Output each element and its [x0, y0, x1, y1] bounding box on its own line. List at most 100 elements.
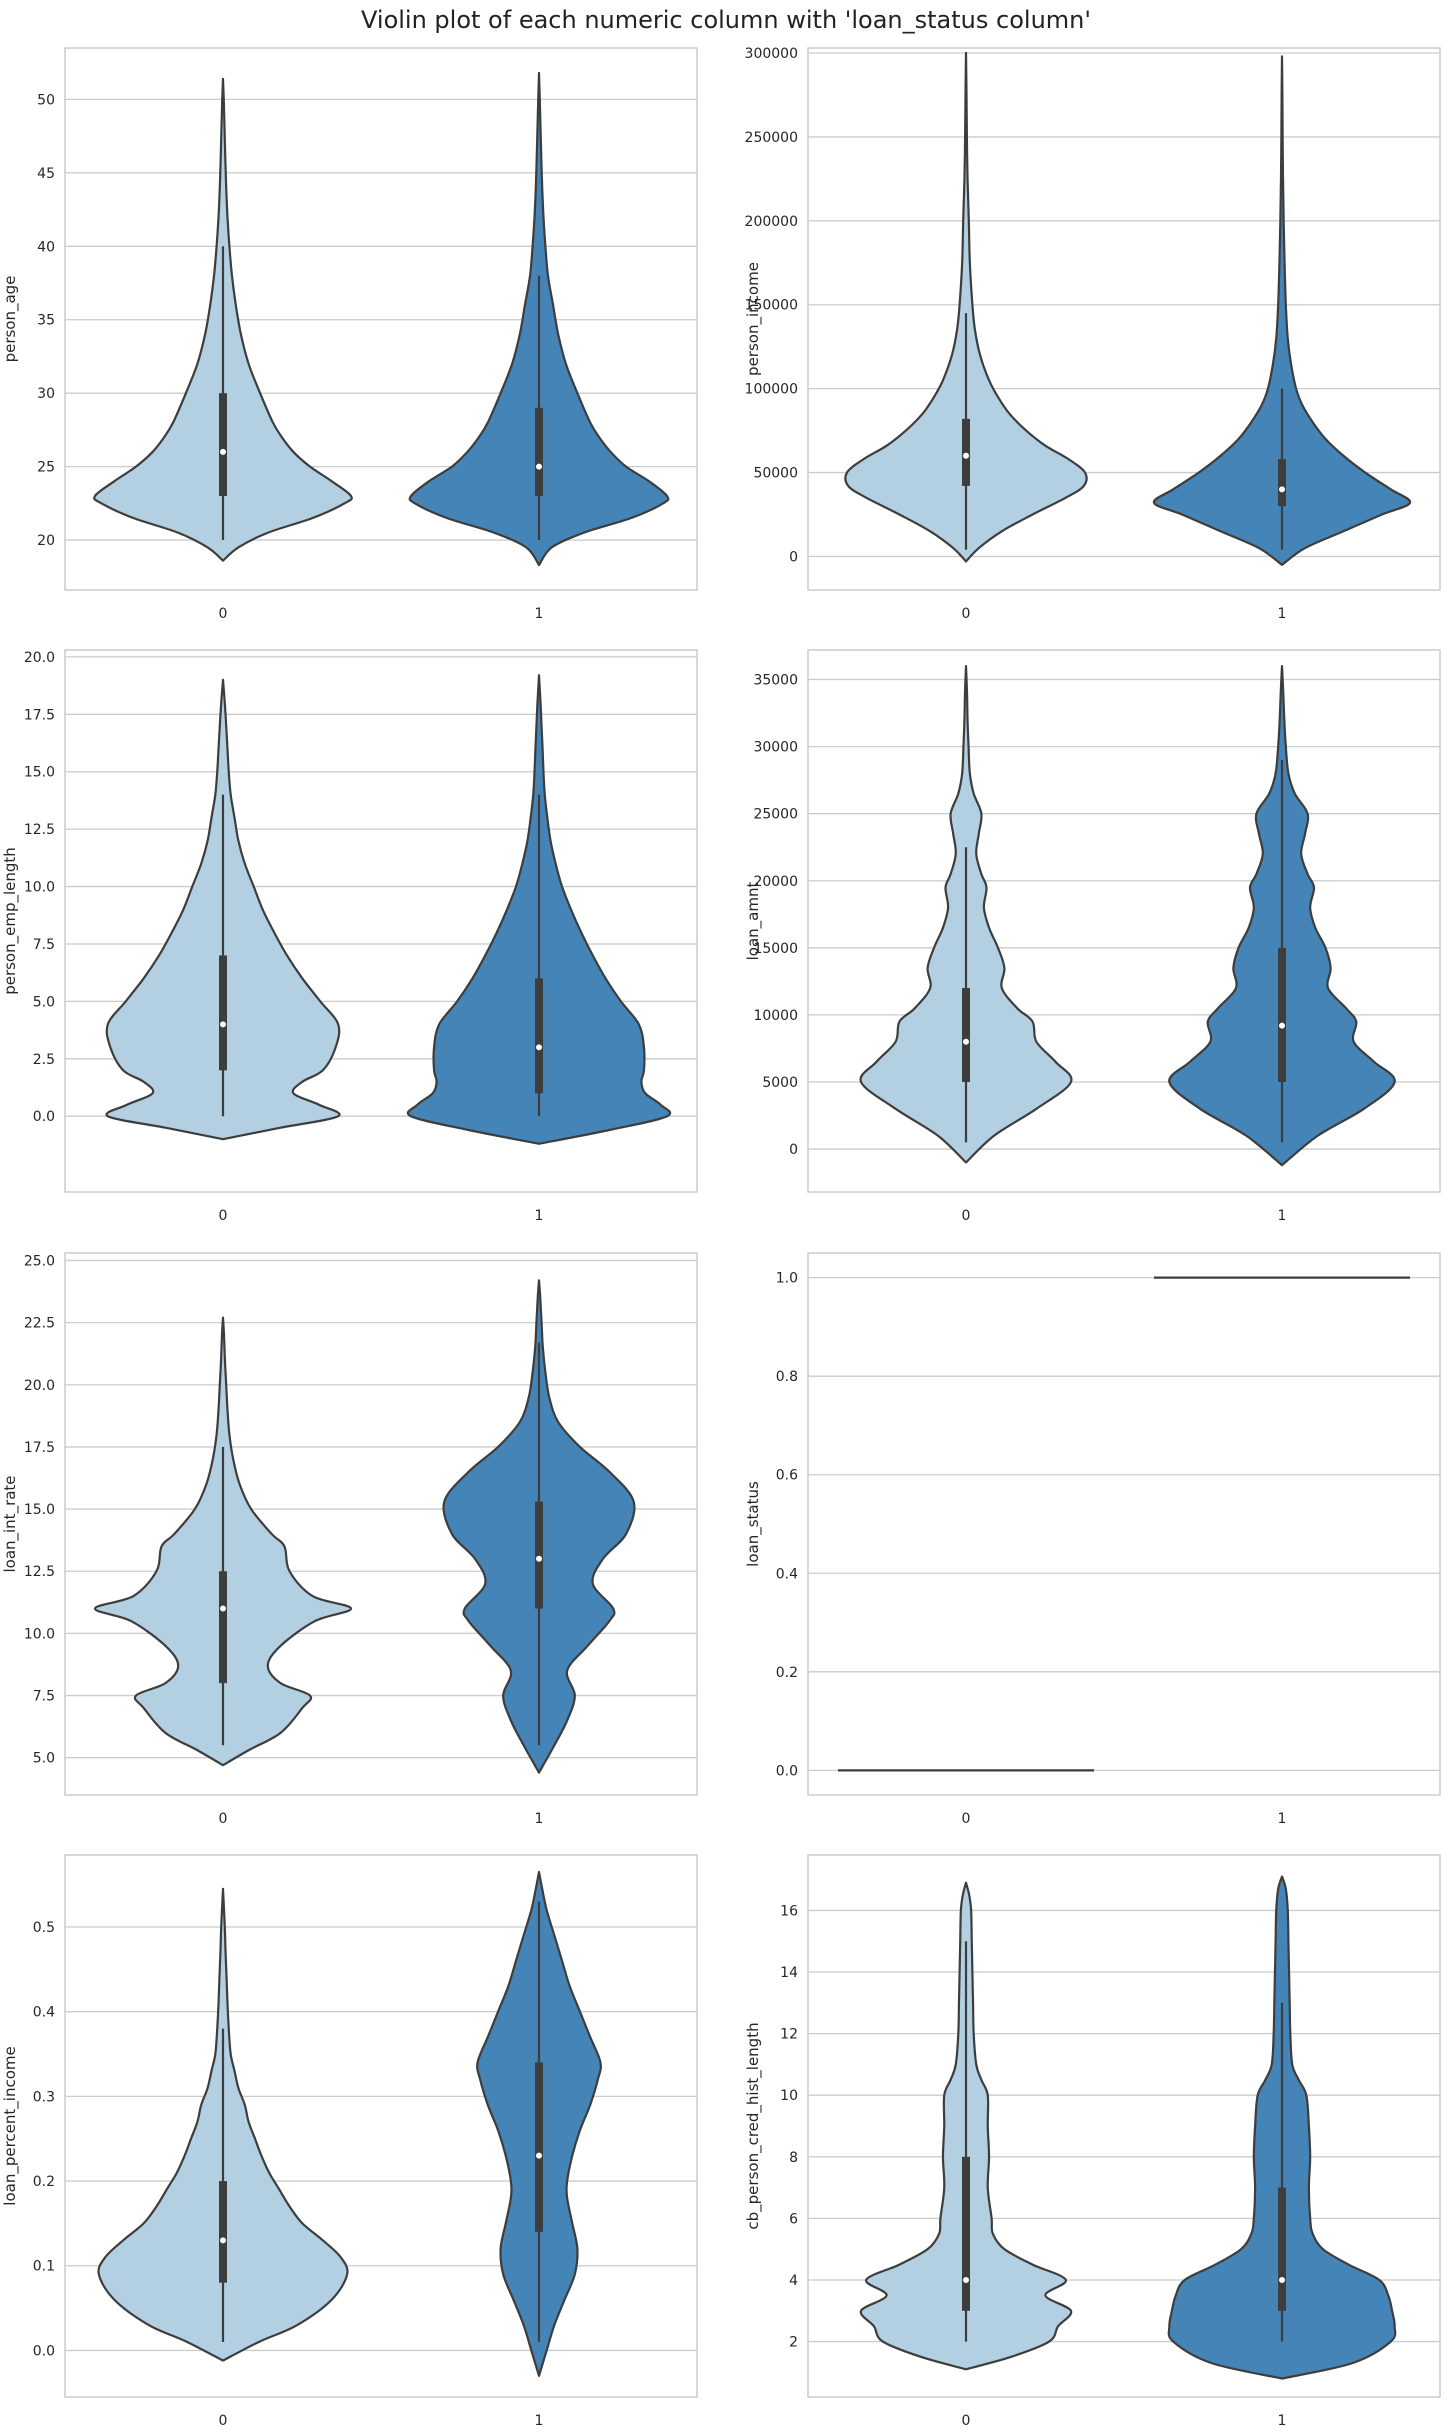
- x-tick-label: 0: [219, 1811, 228, 1827]
- y-tick-label: 0.6: [776, 1468, 798, 1484]
- y-tick-label: 0.4: [33, 2005, 55, 2021]
- y-tick-label: 12.5: [24, 822, 55, 838]
- x-tick-label: 0: [962, 1811, 971, 1827]
- y-tick-label: 20.0: [24, 1378, 55, 1394]
- axes-frame: [64, 649, 698, 1193]
- violin-median-1: [1279, 486, 1285, 493]
- y-tick-label: 0.2: [776, 1665, 798, 1681]
- y-tick-label: 40: [37, 239, 55, 255]
- violin-panel-cb-person-cred-hist-length: 2 4 6 8 10 12 14 16 0 1 cb_person_cred_hist_length: [744, 1854, 1441, 2429]
- y-tick-label: 0.0: [33, 1109, 55, 1125]
- y-tick-label: 4: [789, 2273, 798, 2289]
- y-tick-label: 17.5: [24, 1440, 55, 1456]
- y-tick-label: 35000: [753, 673, 798, 689]
- y-tick-label: 25.0: [24, 1253, 55, 1269]
- y-tick-label: 5.0: [33, 994, 55, 1010]
- x-tick-label: 0: [219, 2413, 228, 2429]
- y-tick-label: 0: [789, 549, 798, 565]
- violin-iqr-box-1: [535, 407, 543, 496]
- violin-iqr-box-1: [1278, 2187, 1286, 2311]
- violin-panel-loan-int-rate: 5.0 7.5 10.0 12.5 15.0 17.5 20.0 22.5 25.0 0 1 loan…: [1, 1252, 698, 1827]
- violin-panel-person-income: 0 50000 100000 150000 200000 250000 300000 0 1 pe…: [744, 46, 1441, 622]
- y-tick-label: 30: [37, 386, 55, 402]
- y-tick-label: 100000: [745, 382, 798, 398]
- violin-iqr-box-1: [535, 2062, 543, 2232]
- x-tick-label: 0: [219, 606, 228, 622]
- y-tick-label: 12: [780, 2027, 798, 2043]
- x-tick-label: 1: [535, 1811, 544, 1827]
- y-axis-label: loan_amnt: [744, 882, 763, 961]
- figure-title: Violin plot of each numeric column with …: [361, 6, 1091, 34]
- y-tick-label: 7.5: [33, 937, 55, 953]
- x-tick-label: 0: [219, 1208, 228, 1224]
- violin-median-1: [1279, 1022, 1285, 1029]
- y-tick-label: 300000: [745, 46, 798, 62]
- violin-median-0: [963, 452, 969, 459]
- violin-median-1: [1279, 2276, 1285, 2283]
- y-tick-label: 5000: [762, 1075, 798, 1091]
- axes-frame: [807, 649, 1441, 1193]
- y-tick-label: 0.2: [33, 2174, 55, 2190]
- violin-iqr-box-1: [535, 978, 543, 1094]
- y-tick-label: 10.0: [24, 880, 55, 896]
- y-tick-label: 1.0: [776, 1271, 798, 1287]
- y-tick-label: 0.5: [33, 1920, 55, 1936]
- y-axis-label: loan_int_rate: [1, 1475, 20, 1572]
- y-axis-label: person_emp_length: [1, 847, 20, 995]
- x-tick-label: 0: [962, 606, 971, 622]
- axes-frame: [807, 1252, 1441, 1796]
- y-tick-label: 0.0: [776, 1763, 798, 1779]
- x-tick-label: 1: [535, 1208, 544, 1224]
- y-tick-label: 6: [789, 2211, 798, 2227]
- axes-frame: [807, 47, 1441, 591]
- violin-iqr-box-0: [962, 2156, 970, 2311]
- violin-iqr-box-0: [219, 393, 227, 496]
- y-tick-label: 150000: [745, 298, 798, 314]
- y-tick-label: 0.8: [776, 1369, 798, 1385]
- x-tick-label: 0: [962, 2413, 971, 2429]
- y-axis-label: loan_status: [744, 1481, 763, 1567]
- y-tick-label: 2.5: [33, 1052, 55, 1068]
- y-tick-label: 50000: [753, 466, 798, 482]
- y-tick-label: 2: [789, 2335, 798, 2351]
- y-tick-label: 22.5: [24, 1316, 55, 1332]
- y-tick-label: 25000: [753, 807, 798, 823]
- y-tick-label: 15000: [753, 941, 798, 957]
- violin-median-1: [536, 1555, 542, 1562]
- y-tick-label: 12.5: [24, 1564, 55, 1580]
- y-axis-label: cb_person_cred_hist_length: [744, 2022, 763, 2229]
- y-tick-label: 5.0: [33, 1751, 55, 1767]
- y-tick-label: 0.3: [33, 2089, 55, 2105]
- y-tick-label: 25: [37, 460, 55, 476]
- violin-iqr-box-0: [962, 988, 970, 1082]
- y-tick-label: 0.1: [33, 2259, 55, 2275]
- x-tick-label: 1: [1278, 606, 1287, 622]
- violin-median-1: [536, 2152, 542, 2159]
- y-tick-label: 7.5: [33, 1689, 55, 1705]
- violin-median-0: [220, 1605, 226, 1612]
- violin-iqr-box-0: [219, 1571, 227, 1684]
- y-tick-label: 10: [780, 2088, 798, 2104]
- violin-iqr-box-1: [1278, 459, 1286, 507]
- axes-frame: [64, 1854, 698, 2398]
- x-tick-label: 1: [1278, 1811, 1287, 1827]
- y-tick-label: 0.0: [33, 2343, 55, 2359]
- y-tick-label: 15.0: [24, 1502, 55, 1518]
- violin-iqr-box-1: [1278, 947, 1286, 1082]
- violin-panel-person-emp-length: 0.0 2.5 5.0 7.5 10.0 12.5 15.0 17.5 20.0 0 1 person…: [1, 649, 698, 1224]
- violin-median-0: [220, 448, 226, 455]
- x-tick-label: 1: [1278, 2413, 1287, 2429]
- axes-frame: [807, 1854, 1441, 2398]
- violin-iqr-box-0: [219, 955, 227, 1071]
- violin-panel-person-age: 20 25 30 35 40 45 50 0 1 person_age: [1, 47, 698, 622]
- y-tick-label: 10.0: [24, 1626, 55, 1642]
- y-tick-label: 10000: [753, 1008, 798, 1024]
- y-axis-label: person_income: [744, 262, 763, 376]
- y-tick-label: 200000: [745, 214, 798, 230]
- violin-iqr-box-1: [535, 1501, 543, 1609]
- violin-median-0: [220, 2237, 226, 2244]
- violin-panel-loan-amnt: 0 5000 10000 15000 20000 25000 30000 35000 0 1 loa…: [744, 649, 1441, 1224]
- violin-median-0: [220, 1021, 226, 1028]
- y-tick-label: 20: [37, 533, 55, 549]
